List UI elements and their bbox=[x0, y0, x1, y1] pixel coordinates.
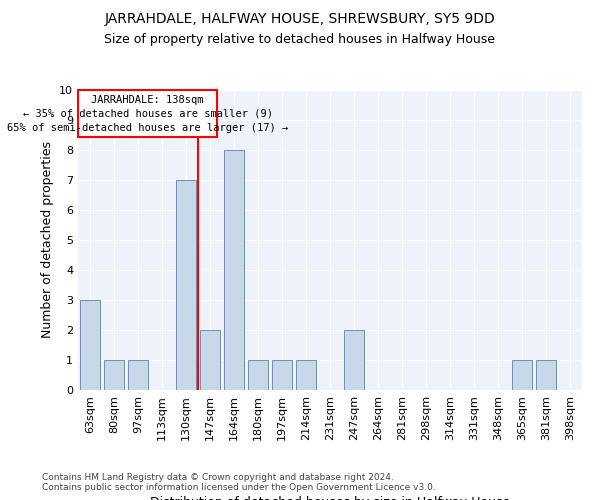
Bar bbox=[512, 360, 532, 390]
X-axis label: Distribution of detached houses by size in Halfway House: Distribution of detached houses by size … bbox=[150, 496, 510, 500]
Bar bbox=[344, 330, 364, 390]
Bar bbox=[536, 360, 556, 390]
Text: Size of property relative to detached houses in Halfway House: Size of property relative to detached ho… bbox=[104, 32, 496, 46]
Text: Contains public sector information licensed under the Open Government Licence v3: Contains public sector information licen… bbox=[42, 484, 436, 492]
Bar bbox=[296, 360, 316, 390]
Text: ← 35% of detached houses are smaller (9): ← 35% of detached houses are smaller (9) bbox=[23, 108, 272, 118]
Y-axis label: Number of detached properties: Number of detached properties bbox=[41, 142, 53, 338]
Text: Contains HM Land Registry data © Crown copyright and database right 2024.: Contains HM Land Registry data © Crown c… bbox=[42, 474, 394, 482]
Bar bbox=[128, 360, 148, 390]
Bar bbox=[176, 180, 196, 390]
Bar bbox=[248, 360, 268, 390]
Bar bbox=[272, 360, 292, 390]
Bar bbox=[224, 150, 244, 390]
Bar bbox=[200, 330, 220, 390]
Text: JARRAHDALE, HALFWAY HOUSE, SHREWSBURY, SY5 9DD: JARRAHDALE, HALFWAY HOUSE, SHREWSBURY, S… bbox=[104, 12, 496, 26]
Bar bbox=[80, 300, 100, 390]
Bar bbox=[104, 360, 124, 390]
Bar bbox=[78, 90, 217, 136]
Text: JARRAHDALE: 138sqm: JARRAHDALE: 138sqm bbox=[91, 94, 204, 104]
Text: 65% of semi-detached houses are larger (17) →: 65% of semi-detached houses are larger (… bbox=[7, 124, 288, 134]
